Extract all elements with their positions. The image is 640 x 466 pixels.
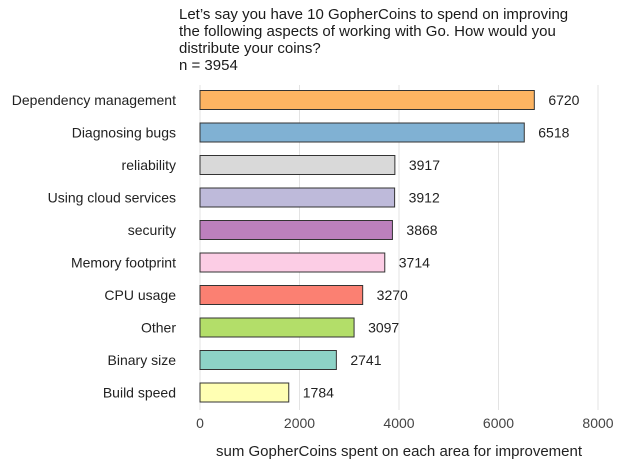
x-axis-ticks: 0 2000 4000 6000 8000 xyxy=(196,415,614,431)
bar xyxy=(199,285,364,305)
data-label: 6518 xyxy=(538,125,569,141)
category-label: reliability xyxy=(122,157,176,173)
category-label: security xyxy=(128,222,176,238)
bar xyxy=(199,187,396,208)
bar xyxy=(199,350,337,370)
data-label: 3270 xyxy=(377,287,408,303)
category-label: Build speed xyxy=(103,385,176,401)
bar xyxy=(199,252,386,273)
data-label: 3868 xyxy=(406,222,437,238)
data-label: 3097 xyxy=(368,320,399,336)
x-tick-label: 2000 xyxy=(284,415,315,431)
category-label: Diagnosing bugs xyxy=(72,125,176,141)
data-label: 3912 xyxy=(409,190,440,206)
title-line-2: the following aspects of working with Go… xyxy=(179,23,556,40)
category-label: Using cloud services xyxy=(48,190,176,206)
data-label: 3917 xyxy=(409,157,440,173)
data-label: 6720 xyxy=(548,92,579,108)
x-tick-label: 0 xyxy=(196,415,204,431)
chart-subtitle: n = 3954 xyxy=(179,57,238,74)
bar xyxy=(199,122,525,143)
x-tick-label: 6000 xyxy=(483,415,514,431)
chart-title: Let’s say you have 10 GopherCoins to spe… xyxy=(179,6,629,74)
title-line-1: Let’s say you have 10 GopherCoins to spe… xyxy=(179,6,569,23)
value-labels: 6720 6518 3917 3912 3868 3714 3270 3097 2741 1784 xyxy=(303,92,580,401)
x-tick-label: 4000 xyxy=(383,415,414,431)
category-label: Binary size xyxy=(108,352,177,368)
x-tick-label: 8000 xyxy=(582,415,613,431)
x-axis-label: sum GopherCoins spent on each area for i… xyxy=(216,443,583,460)
bar xyxy=(199,317,355,338)
data-label: 2741 xyxy=(350,352,381,368)
category-label: CPU usage xyxy=(104,287,176,303)
category-label: Other xyxy=(141,320,176,336)
bar xyxy=(199,382,290,403)
bar xyxy=(199,220,393,240)
data-label: 3714 xyxy=(399,255,430,271)
bar xyxy=(199,155,396,175)
data-label: 1784 xyxy=(303,385,334,401)
bar xyxy=(199,90,535,110)
bars xyxy=(199,90,535,403)
category-labels: Dependency management Diagnosing bugs reli… xyxy=(12,92,177,401)
category-label: Dependency management xyxy=(12,92,176,108)
title-line-3: distribute your coins? xyxy=(179,40,321,57)
category-label: Memory footprint xyxy=(71,255,176,271)
